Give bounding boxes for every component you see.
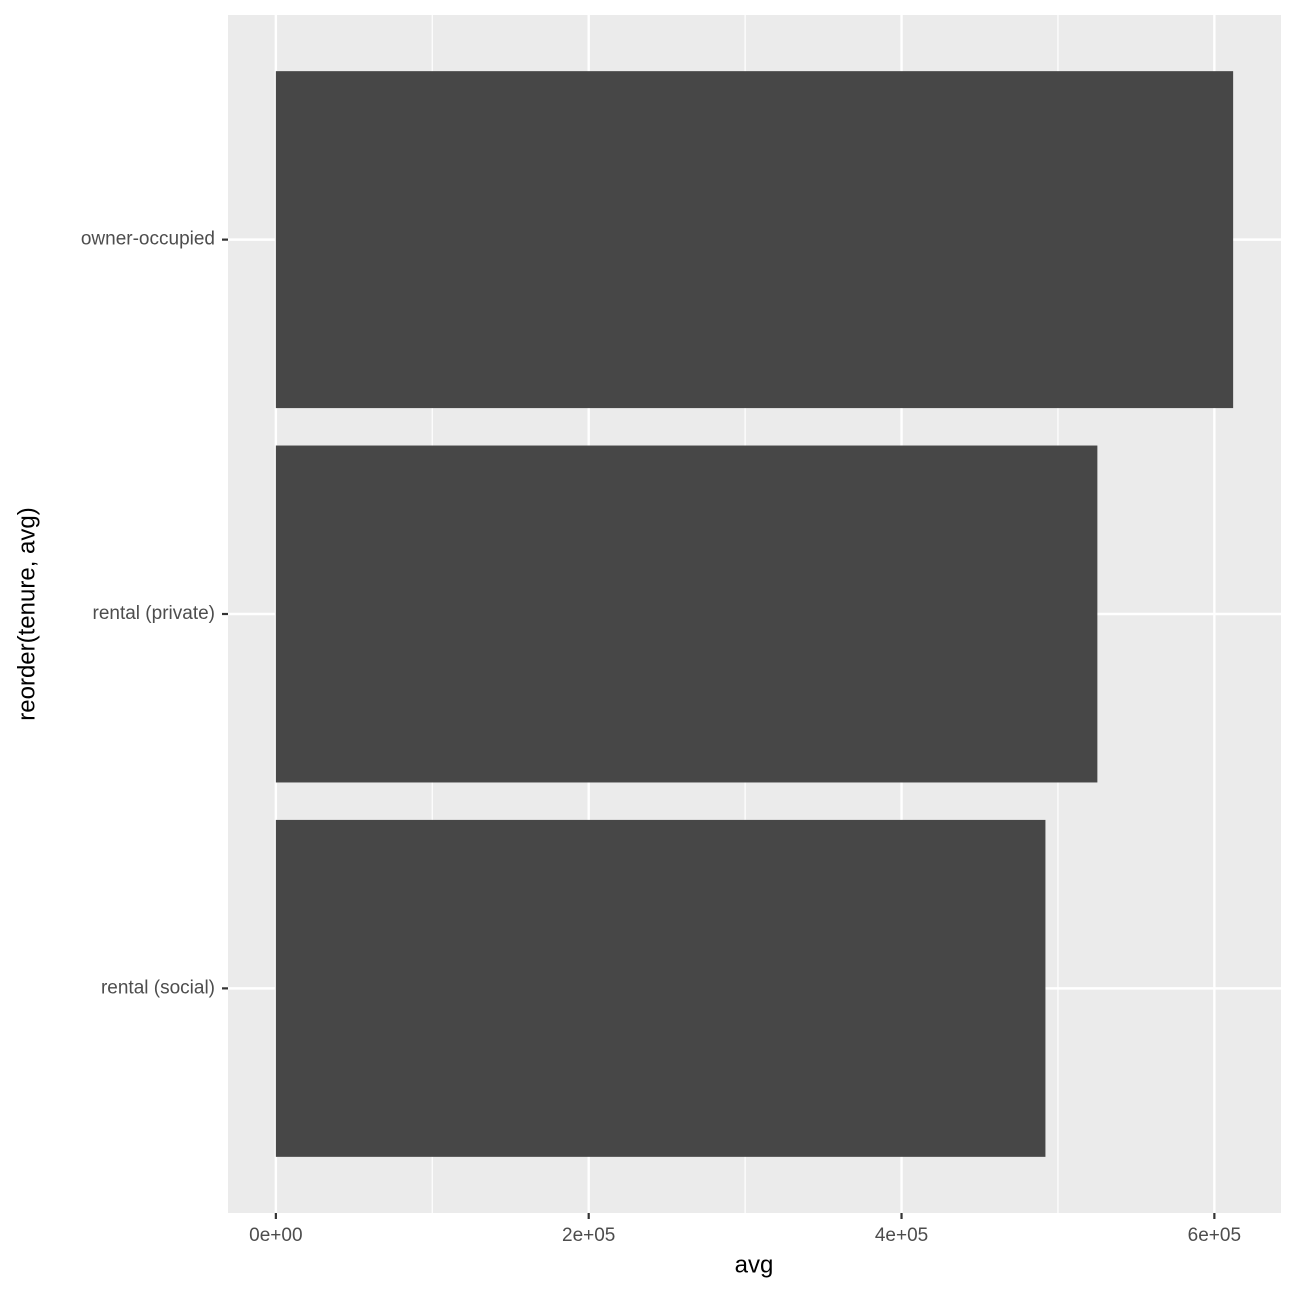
x-axis-title: avg <box>735 1251 774 1278</box>
bar <box>275 445 1098 783</box>
y-tick-label: rental (social) <box>101 977 215 998</box>
x-tick-label: 4e+05 <box>875 1225 928 1246</box>
x-tick-label: 2e+05 <box>562 1225 615 1246</box>
y-tick-label: owner-occupied <box>81 229 215 250</box>
bar <box>275 71 1234 409</box>
x-tick-label: 6e+05 <box>1188 1225 1241 1246</box>
y-tick-label: rental (private) <box>93 603 216 624</box>
x-tick-label: 0e+00 <box>249 1225 302 1246</box>
y-axis-title: reorder(tenure, avg) <box>13 507 40 720</box>
bar <box>275 819 1046 1157</box>
